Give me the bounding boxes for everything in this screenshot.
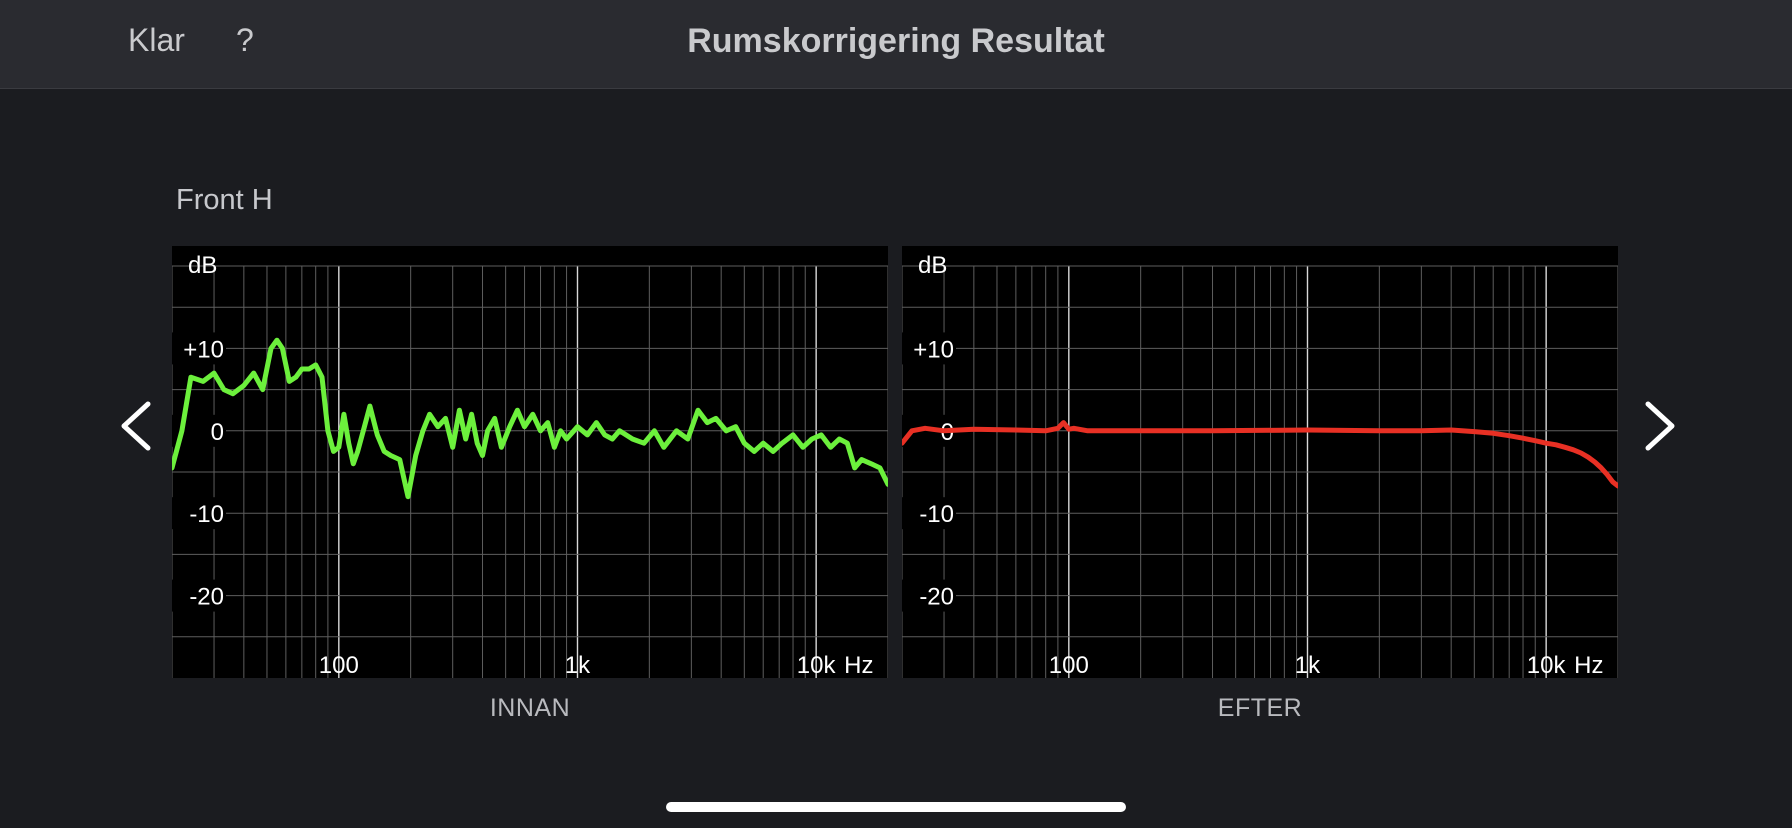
y-tick-label: 0 xyxy=(211,419,224,446)
chevron-right-icon[interactable] xyxy=(1634,396,1684,456)
y-tick-label: -10 xyxy=(189,501,224,528)
x-tick-label: 10k xyxy=(1527,652,1567,678)
x-tick-label: 1k xyxy=(565,652,591,678)
navigation-bar: Klar ? Rumskorrigering Resultat xyxy=(0,0,1792,89)
chart-svg: dB +10 0 -10 -20 100 1k 10k Hz xyxy=(172,252,888,678)
channel-label: Front H xyxy=(176,184,273,216)
y-tick-label: +10 xyxy=(913,336,954,363)
y-tick-label: -20 xyxy=(189,584,224,611)
x-unit-label: Hz xyxy=(1574,652,1603,678)
chart-before: dB +10 0 -10 -20 100 1k 10k Hz xyxy=(172,246,888,678)
x-tick-label: 1k xyxy=(1295,652,1321,678)
tick-label-bg xyxy=(902,497,956,530)
x-tick-label: 100 xyxy=(319,652,359,678)
y-unit-label: dB xyxy=(918,252,947,279)
page-title: Rumskorrigering Resultat xyxy=(687,22,1105,60)
done-button[interactable]: Klar xyxy=(128,22,185,58)
tick-label-bg xyxy=(172,332,226,365)
tick-label-bg xyxy=(902,579,956,612)
chart-after: dB +10 0 -10 -20 100 1k 10k Hz xyxy=(902,246,1618,678)
chart-caption-after: EFTER xyxy=(1217,694,1303,722)
y-tick-label: +10 xyxy=(183,336,224,363)
y-tick-label: -10 xyxy=(919,501,954,528)
tick-label-bg xyxy=(172,497,226,530)
y-unit-label: dB xyxy=(188,252,217,279)
series-line xyxy=(172,337,888,500)
tick-label-bg xyxy=(902,332,956,365)
chart-caption-before: INNAN xyxy=(489,694,571,722)
x-unit-label: Hz xyxy=(844,652,873,678)
chevron-left-icon[interactable] xyxy=(112,396,162,456)
home-indicator xyxy=(666,802,1126,812)
tick-label-bg xyxy=(172,579,226,612)
series-line xyxy=(902,420,1618,489)
x-tick-label: 100 xyxy=(1049,652,1089,678)
help-button[interactable]: ? xyxy=(236,22,254,58)
y-tick-label: -20 xyxy=(919,584,954,611)
x-tick-label: 10k xyxy=(797,652,837,678)
